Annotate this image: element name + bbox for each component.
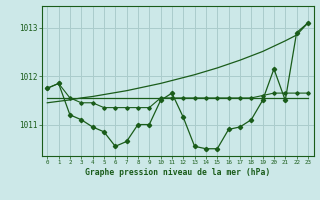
X-axis label: Graphe pression niveau de la mer (hPa): Graphe pression niveau de la mer (hPa) <box>85 168 270 177</box>
